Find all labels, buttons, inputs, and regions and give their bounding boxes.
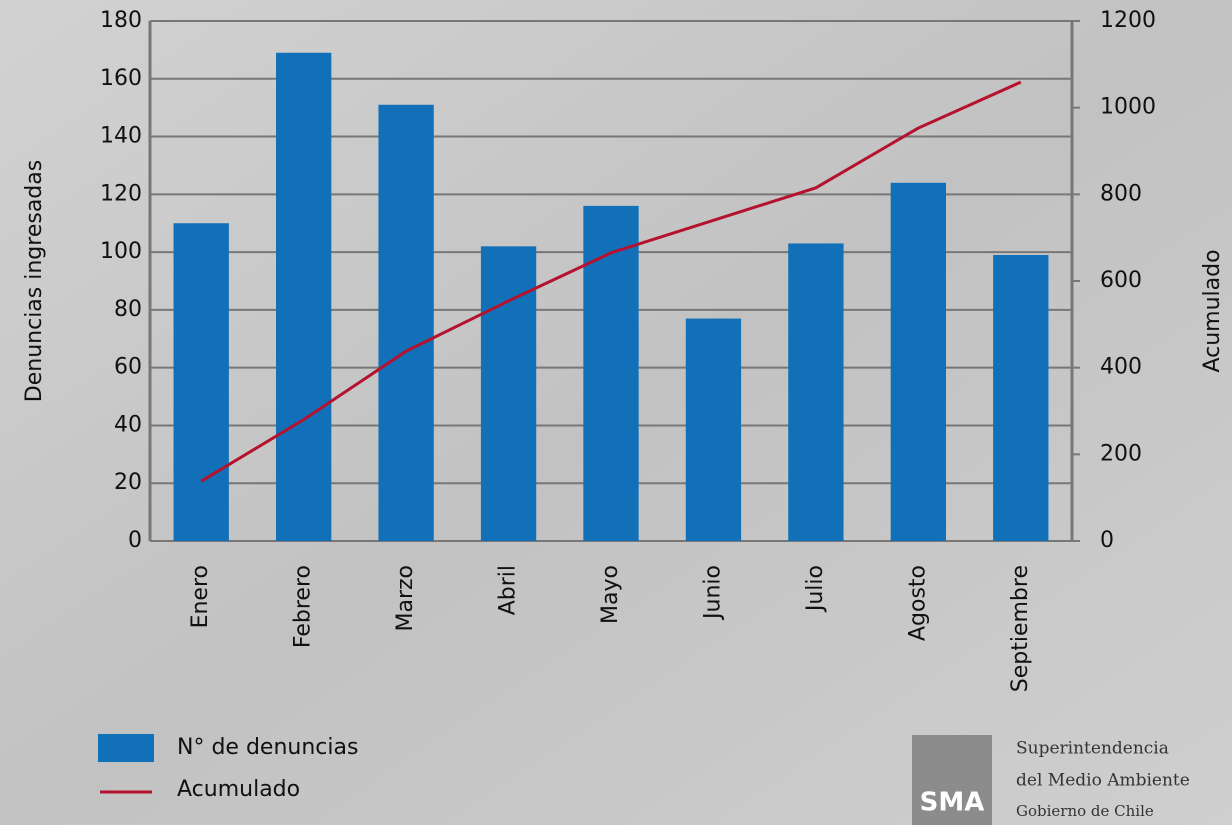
bar [378, 104, 434, 542]
y-tick-label: 160 [100, 66, 142, 91]
line [200, 80, 1022, 483]
bar [583, 205, 639, 541]
y-axis-title: Denuncias ingresadas [22, 160, 47, 402]
bar [890, 182, 946, 541]
bar [276, 52, 332, 542]
y-tick-label: 80 [114, 297, 142, 322]
logo-mark: SMA [920, 788, 985, 818]
x-tick-label: Agosto [905, 565, 930, 641]
y2-tick-label: 600 [1100, 268, 1142, 293]
logo-text: Gobierno de Chile [1016, 802, 1154, 820]
y2-tick-label: 1200 [1100, 8, 1156, 33]
x-tick-label: Marzo [393, 565, 418, 632]
y-tick-label: 0 [128, 528, 142, 553]
y2-tick-label: 800 [1100, 181, 1142, 206]
bar [480, 246, 537, 542]
bar [173, 223, 229, 541]
legend: N° de denuncias Acumulado [98, 734, 358, 802]
bar [993, 255, 1049, 541]
x-tick-label: Abril [496, 565, 521, 615]
y-tick-label: 20 [114, 470, 142, 495]
y2-tick-label: 0 [1100, 528, 1114, 553]
bar [685, 318, 742, 541]
x-tick-label: Enero [188, 565, 213, 628]
legend-label: N° de denuncias [177, 735, 358, 760]
x-tick-label: Mayo [598, 565, 623, 624]
logo-box [912, 735, 992, 825]
y-tick-label: 180 [100, 8, 142, 33]
y-tick-label: 100 [100, 239, 142, 264]
logo-text: del Medio Ambiente [1016, 771, 1190, 791]
bar [788, 243, 844, 541]
y2-tick-label: 1000 [1100, 95, 1156, 120]
y-tick-label: 40 [114, 412, 142, 437]
legend-swatch [98, 734, 154, 762]
x-tick-label: Junio [700, 565, 725, 621]
y2-axis-title: Acumulado [1200, 249, 1225, 372]
legend-label: Acumulado [177, 777, 300, 802]
y2-tick-label: 400 [1100, 355, 1142, 380]
logo: SMA Superintendencia del Medio Ambiente … [912, 735, 1190, 825]
logo-text: Superintendencia [1016, 739, 1169, 759]
x-tick-label: Julio [803, 565, 828, 613]
y-tick-label: 60 [114, 355, 142, 380]
x-tick-label: Septiembre [1008, 565, 1033, 692]
y-tick-label: 120 [100, 181, 142, 206]
x-tick-label: Febrero [291, 565, 316, 648]
y2-tick-label: 200 [1100, 441, 1142, 466]
y-tick-label: 140 [100, 124, 142, 149]
plot: 0 20 40 60 80 100 120 140 160 180 0 200 400 600 800 100… [22, 8, 1225, 692]
